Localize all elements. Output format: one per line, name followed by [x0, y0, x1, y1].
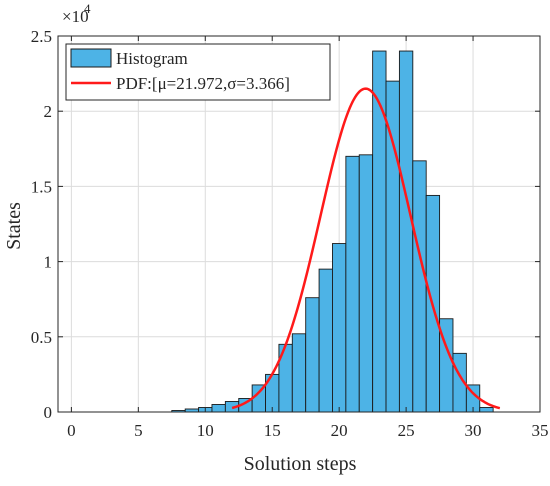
histogram-bar — [479, 407, 494, 413]
pdf-curve — [231, 87, 501, 410]
x-tick-label: 5 — [134, 421, 143, 440]
axes — [57, 35, 541, 413]
y-exponent-power: 4 — [84, 1, 91, 16]
y-tick-label: 0 — [44, 403, 53, 422]
y-tick-label: 1 — [44, 253, 53, 272]
legend: Histogram PDF:[μ=21.972,σ=3.366] — [65, 43, 331, 101]
y-tick-label: 1.5 — [31, 177, 52, 196]
histogram-bar — [291, 333, 307, 413]
y-axis-label: States — [3, 202, 25, 250]
plot-frame — [57, 35, 541, 413]
y-tick-label: 2.5 — [31, 27, 52, 46]
histogram-bar — [385, 80, 400, 413]
histogram-bar — [412, 160, 427, 413]
legend-pdf-label: PDF:[μ=21.972,σ=3.366] — [116, 74, 290, 93]
x-tick-label: 30 — [465, 421, 482, 440]
y-exponent-label: ×10 — [62, 7, 89, 26]
x-tick-label: 15 — [264, 421, 281, 440]
histogram-bar — [398, 50, 414, 413]
x-tick-label: 35 — [532, 421, 549, 440]
x-axis-label: Solution steps — [244, 453, 357, 475]
tick-labels: 0 5 10 15 20 25 30 35 0 0.5 1 1.5 2 2.5 — [31, 27, 549, 440]
x-tick-label: 10 — [197, 421, 214, 440]
histogram-bar — [345, 155, 360, 413]
legend-histogram-swatch — [70, 48, 112, 68]
y-tick-label: 2 — [44, 102, 53, 121]
histogram-bar — [305, 297, 320, 413]
histogram-bars — [171, 50, 494, 413]
pdf-curve-group — [231, 87, 501, 410]
histogram-bar — [211, 404, 226, 413]
legend-histogram-label: Histogram — [116, 49, 188, 68]
x-tick-label: 20 — [331, 421, 348, 440]
histogram-bar — [332, 243, 347, 413]
y-tick-label: 0.5 — [31, 328, 52, 347]
histogram-bar — [318, 268, 333, 413]
x-tick-label: 25 — [398, 421, 415, 440]
x-tick-label: 0 — [67, 421, 76, 440]
histogram-bar — [358, 154, 374, 413]
